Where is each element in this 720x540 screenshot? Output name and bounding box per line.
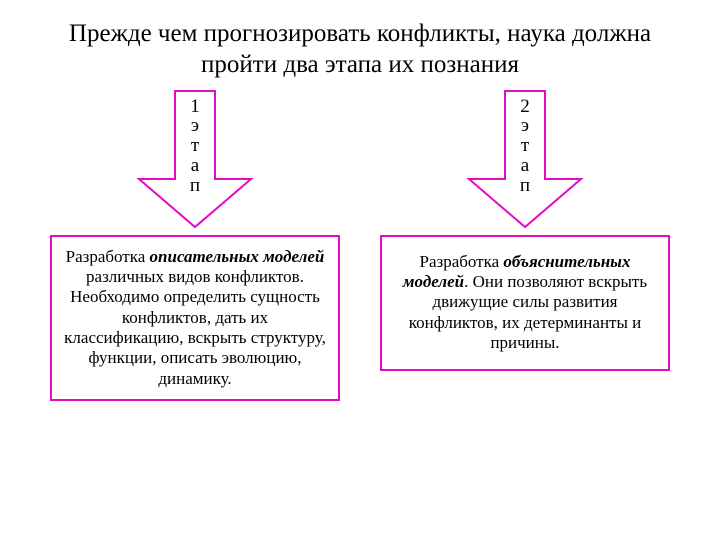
stage-2-text-pre: Разработка	[420, 252, 504, 271]
stage-1-label-char: т	[125, 136, 265, 156]
stage-2: 2 э т а п Разработка объяснительных моде…	[375, 89, 675, 402]
stage-1-label-char: 1	[125, 97, 265, 117]
stage-1-text-post: различных видов конфликтов. Необходимо о…	[64, 267, 326, 388]
page-title: Прежде чем прогнозировать конфликты, нау…	[0, 0, 720, 81]
stage-1: 1 э т а п Разработка описательных моделе…	[45, 89, 345, 402]
stages-row: 1 э т а п Разработка описательных моделе…	[0, 89, 720, 402]
stage-2-box: Разработка объяснительных моделей. Они п…	[380, 235, 670, 371]
stage-1-label-char: а	[125, 156, 265, 176]
stage-2-label-char: т	[455, 136, 595, 156]
stage-2-text: Разработка объяснительных моделей. Они п…	[392, 252, 658, 354]
stage-2-label-char: э	[455, 116, 595, 136]
stage-1-label: 1 э т а п	[125, 97, 265, 197]
stage-1-label-char: э	[125, 116, 265, 136]
stage-2-label: 2 э т а п	[455, 97, 595, 197]
stage-2-label-char: п	[455, 176, 595, 196]
stage-2-arrow: 2 э т а п	[455, 89, 595, 229]
stage-2-label-char: а	[455, 156, 595, 176]
stage-1-label-char: п	[125, 176, 265, 196]
stage-1-text: Разработка описательных моделей различны…	[62, 247, 328, 390]
stage-1-arrow: 1 э т а п	[125, 89, 265, 229]
stage-1-box: Разработка описательных моделей различны…	[50, 235, 340, 402]
stage-2-label-char: 2	[455, 97, 595, 117]
stage-1-text-pre: Разработка	[66, 247, 150, 266]
stage-1-text-em: описательных моделей	[150, 247, 325, 266]
